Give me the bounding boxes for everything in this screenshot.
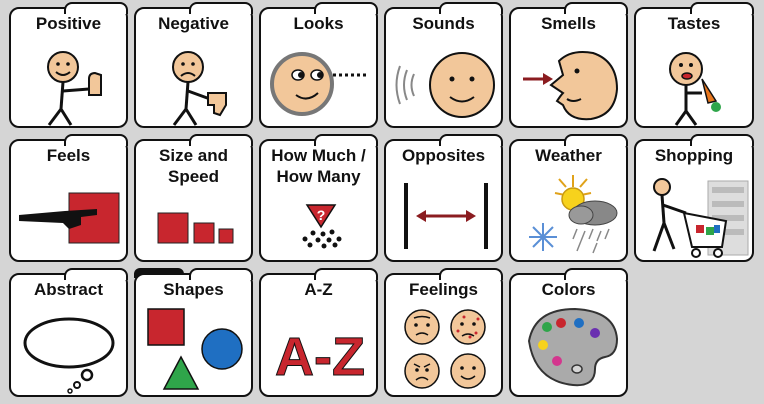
category-card-tastes[interactable]: Tastes [634, 2, 754, 128]
worried-face-icon [404, 309, 440, 345]
category-card-how-much-how-many[interactable]: How Much / How Many ? [259, 134, 378, 262]
shapes-icon [147, 308, 243, 390]
face-listening-icon [395, 52, 495, 118]
card-label: Shapes [163, 280, 224, 299]
card-label: A-Z [304, 280, 333, 299]
category-card-negative[interactable]: Negative [134, 2, 253, 128]
card-label: How Much / How Many [271, 146, 366, 186]
alphabet-icon: A-Z [275, 327, 366, 388]
card-label: Feels [46, 146, 91, 165]
card-label: Shopping [654, 146, 734, 165]
category-card-feelings[interactable]: Feelings [384, 268, 503, 397]
category-card-size-and-speed[interactable]: Size and Speed [134, 134, 253, 262]
category-card-shopping[interactable]: Shopping [634, 134, 754, 262]
category-card-colors[interactable]: Colors [509, 268, 628, 397]
card-label: Feelings [409, 280, 478, 299]
nose-smelling-icon [523, 51, 619, 121]
thumbs-down-person-icon [172, 51, 227, 126]
hand-touching-icon [19, 192, 120, 244]
category-card-sounds[interactable]: Sounds [384, 2, 503, 128]
thumbs-up-person-icon [47, 51, 102, 126]
card-label: Smells [541, 14, 596, 33]
card-label: Opposites [401, 146, 486, 165]
card-label: Tastes [667, 14, 721, 33]
card-label: Sounds [412, 14, 475, 33]
size-squares-icon [157, 212, 234, 244]
category-card-feels[interactable]: Feels [9, 134, 128, 262]
card-label: Size and Speed [159, 146, 228, 186]
category-card-smells[interactable]: Smells [509, 2, 628, 128]
card-label: Colors [541, 280, 596, 299]
feeling-faces-icon [404, 309, 486, 389]
thought-bubble-icon [23, 317, 115, 394]
opposite-arrows-icon [404, 183, 488, 249]
alphabet-icon-text: A-Z [275, 327, 365, 387]
svg-text:?: ? [317, 207, 326, 223]
happy-face-icon [450, 353, 486, 389]
weather-icon [529, 175, 618, 254]
category-card-abstract[interactable]: Abstract [9, 268, 128, 397]
quantity-question-icon: ? [302, 204, 342, 249]
person-eating-carrot-icon [669, 52, 721, 126]
category-card-weather[interactable]: Weather [509, 134, 628, 262]
card-label: Looks [293, 14, 344, 33]
category-card-positive[interactable]: Positive [9, 2, 128, 128]
shopping-cart-icon [652, 178, 749, 258]
category-card-opposites[interactable]: Opposites [384, 134, 503, 262]
face-looking-icon [270, 52, 369, 116]
category-card-looks[interactable]: Looks [259, 2, 378, 128]
paint-palette-icon [527, 307, 619, 387]
card-label: Weather [535, 146, 602, 165]
category-card-shapes[interactable]: Shapes [134, 268, 253, 397]
sick-face-icon [450, 309, 486, 345]
angry-face-icon [404, 353, 440, 389]
card-label: Positive [35, 14, 102, 33]
card-label: Negative [158, 14, 229, 33]
card-label: Abstract [34, 280, 103, 299]
category-card-a-z[interactable]: A-Z A-Z [259, 268, 378, 397]
